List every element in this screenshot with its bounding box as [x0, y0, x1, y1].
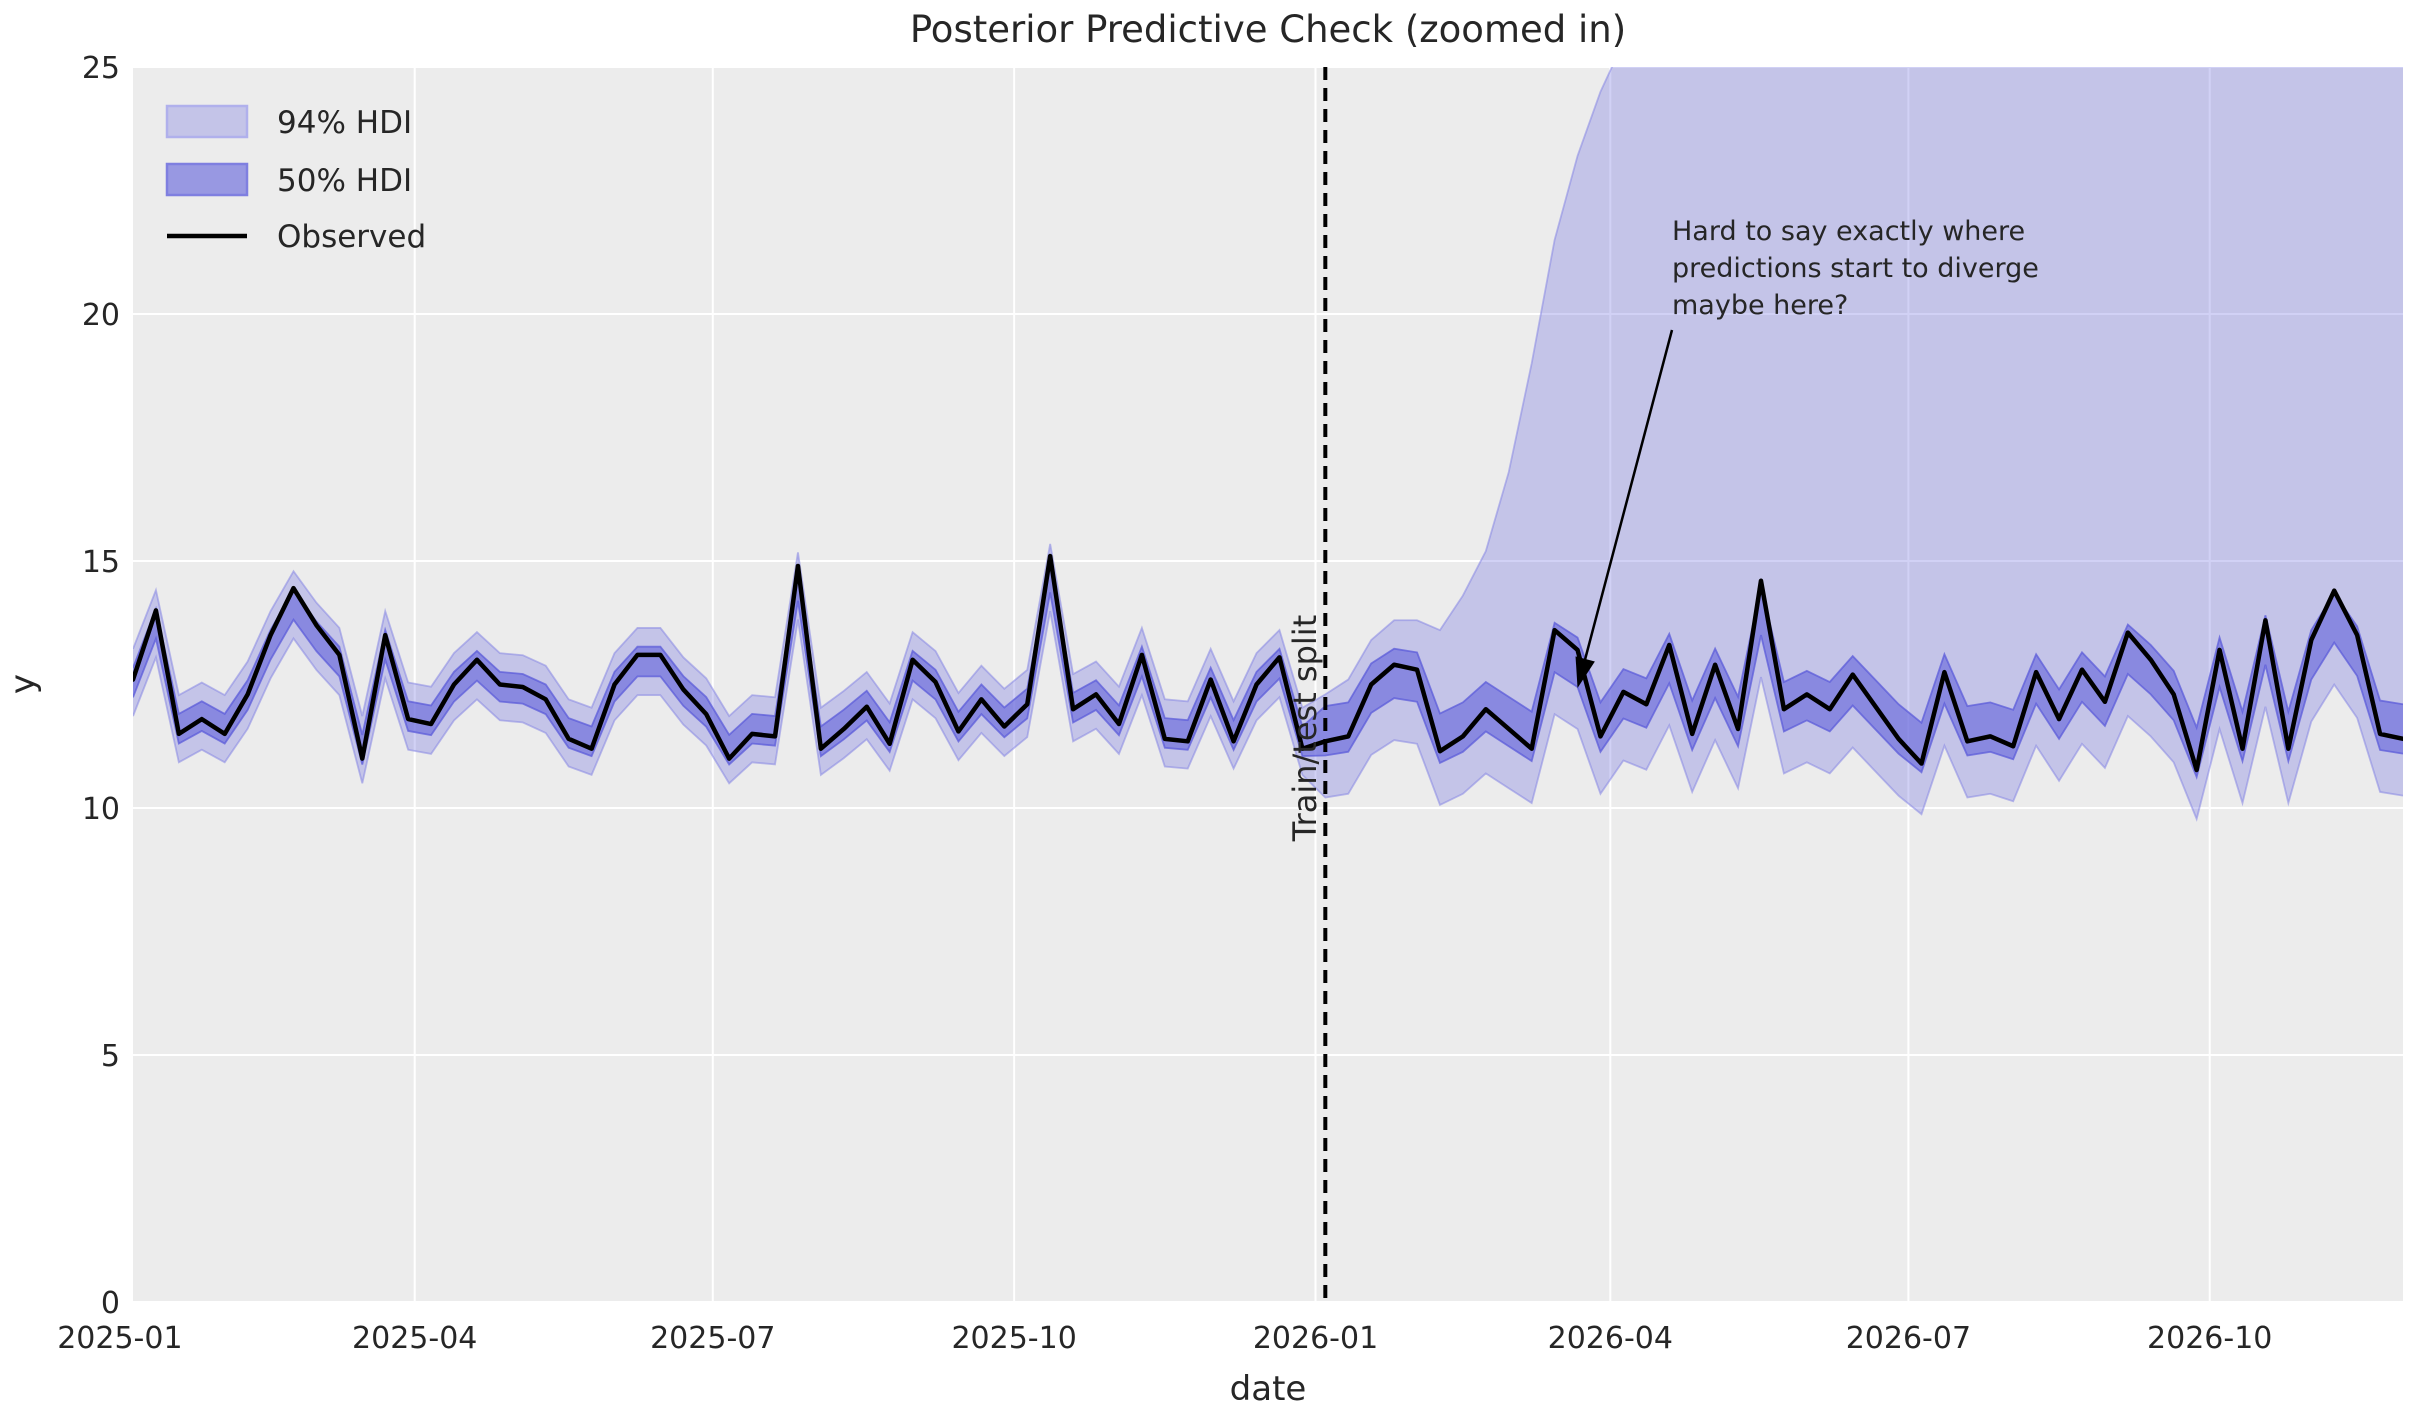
arrow-head-icon: [1575, 656, 1595, 688]
svg-text:20: 20: [82, 298, 120, 333]
svg-text:2026-01: 2026-01: [1253, 1321, 1378, 1356]
x-axis-label: date: [1230, 1369, 1307, 1409]
annotation-arrow: [1575, 329, 1674, 688]
svg-text:2026-07: 2026-07: [1846, 1321, 1971, 1356]
svg-text:Hard to say exactly where: Hard to say exactly where: [1672, 216, 2025, 247]
legend: 94% HDI 50% HDI Observed: [165, 104, 426, 255]
legend-label-observed: Observed: [277, 219, 426, 255]
svg-text:25: 25: [82, 51, 120, 86]
observed-line: [133, 553, 2403, 773]
svg-text:2026-10: 2026-10: [2147, 1321, 2272, 1356]
svg-text:2025-01: 2025-01: [57, 1321, 182, 1356]
svg-text:maybe here?: maybe here?: [1672, 290, 1848, 321]
y-tick-labels: 0 5 10 15 20 25: [82, 51, 120, 1321]
hdi-94-upper-edge: [133, 67, 1613, 718]
train-test-split-label: Train/test split: [1286, 615, 1324, 843]
hdi-50-upper-edge: [133, 562, 2403, 737]
svg-text:2025-07: 2025-07: [650, 1321, 775, 1356]
svg-text:2026-04: 2026-04: [1548, 1321, 1673, 1356]
chart-title: Posterior Predictive Check (zoomed in): [910, 8, 1626, 51]
svg-text:5: 5: [101, 1039, 120, 1074]
hdi-94-lower-edge: [133, 610, 2403, 822]
svg-text:2025-10: 2025-10: [951, 1321, 1076, 1356]
x-tick-labels: 2025-01 2025-04 2025-07 2025-10 2026-01 2026-…: [57, 1321, 2272, 1356]
svg-text:0: 0: [101, 1286, 120, 1321]
legend-label-94-hdi: 94% HDI: [277, 105, 412, 141]
hdi-94-band: [133, 67, 2403, 819]
annotation-text: Hard to say exactly where predictions st…: [1672, 216, 2039, 321]
svg-text:15: 15: [82, 545, 120, 580]
gridlines: [118, 66, 2403, 1303]
svg-text:predictions start to diverge: predictions start to diverge: [1672, 253, 2039, 284]
legend-swatch-50-hdi: [165, 162, 249, 197]
legend-swatch-94-hdi: [165, 104, 249, 139]
legend-label-50-hdi: 50% HDI: [277, 163, 412, 199]
y-axis-label: y: [3, 674, 43, 694]
svg-text:10: 10: [82, 792, 120, 827]
hdi-50-lower-edge: [133, 592, 2403, 780]
svg-text:2025-04: 2025-04: [352, 1321, 477, 1356]
